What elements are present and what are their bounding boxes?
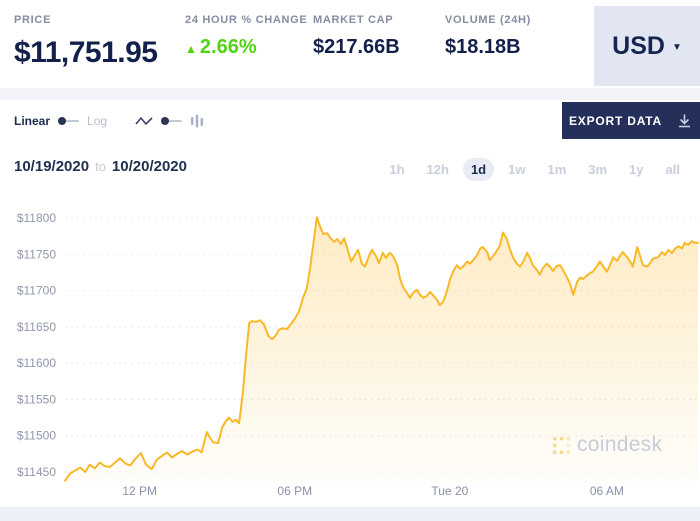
volume-label: VOLUME (24H) [445, 14, 532, 26]
up-triangle-icon: ▲ [185, 42, 197, 56]
candlestick-chart-icon[interactable] [190, 113, 204, 129]
svg-text:$11600: $11600 [17, 356, 56, 370]
range-presets: 1h 12h 1d 1w 1m 3m 1y all [381, 158, 688, 181]
stat-24h-change: 24 HOUR % CHANGE ▲ 2.66% [185, 14, 307, 59]
coindesk-logo-icon [553, 436, 570, 454]
export-data-button[interactable]: EXPORT DATA [562, 102, 700, 139]
preset-1y[interactable]: 1y [629, 162, 644, 177]
svg-text:$11550: $11550 [17, 392, 56, 406]
svg-text:06 PM: 06 PM [277, 484, 312, 498]
stat-volume: VOLUME (24H) $18.18B [445, 14, 531, 59]
svg-text:$11700: $11700 [17, 284, 56, 298]
line-chart-icon[interactable] [135, 115, 153, 127]
price-chart-svg[interactable]: $11450 $11500 $11550 $11600 $11650 $11700 $117… [0, 195, 700, 507]
chevron-down-icon: ▼ [671, 42, 682, 53]
svg-text:$11450: $11450 [17, 465, 56, 479]
svg-text:12 PM: 12 PM [122, 484, 157, 498]
scale-log-label[interactable]: Log [87, 114, 108, 128]
svg-text:Tue 20: Tue 20 [431, 484, 468, 498]
header-divider [0, 88, 700, 100]
coindesk-watermark: coindesk [553, 433, 662, 457]
currency-value: USD [612, 31, 665, 60]
preset-3m[interactable]: 3m [588, 162, 608, 177]
preset-1w[interactable]: 1w [508, 162, 526, 177]
svg-text:$11500: $11500 [17, 429, 56, 443]
preset-all[interactable]: all [665, 162, 680, 177]
stat-market-cap: MARKET CAP $217.66B [313, 14, 400, 59]
download-icon [679, 114, 691, 127]
currency-selector[interactable]: USD ▼ [594, 6, 700, 86]
date-range-separator: to [95, 159, 106, 174]
bottom-strip [0, 507, 700, 521]
market-cap-label: MARKET CAP [313, 14, 394, 26]
preset-1m[interactable]: 1m [547, 162, 567, 177]
volume-value: $18.18B [445, 36, 521, 58]
svg-text:$11800: $11800 [17, 211, 56, 225]
price-chart[interactable]: $11450 $11500 $11550 $11600 $11650 $11700 $117… [0, 195, 700, 507]
svg-text:06 AM: 06 AM [590, 484, 624, 498]
svg-text:$11750: $11750 [17, 247, 56, 261]
coindesk-watermark-text: coindesk [577, 433, 663, 456]
date-range: 10/19/2020 to 10/20/2020 [14, 158, 187, 175]
change-value: ▲ 2.66% [185, 36, 307, 59]
price-value: $11,751.95 [14, 36, 158, 69]
preset-12h[interactable]: 12h [426, 162, 449, 177]
chart-type-toggle-switch[interactable] [161, 116, 183, 126]
export-data-label: EXPORT DATA [568, 113, 663, 128]
market-cap-value: $217.66B [313, 36, 400, 58]
preset-1d[interactable]: 1d [462, 158, 495, 181]
chart-toolbar: Linear Log [14, 113, 204, 129]
price-label: PRICE [14, 14, 52, 26]
change-label: 24 HOUR % CHANGE [185, 14, 308, 26]
date-from[interactable]: 10/19/2020 [14, 158, 90, 175]
stat-price: PRICE $11,751.95 [14, 14, 158, 70]
scale-linear-label[interactable]: Linear [14, 114, 51, 128]
scale-toggle-switch[interactable] [58, 116, 80, 126]
change-percent: 2.66% [199, 36, 257, 58]
preset-1h[interactable]: 1h [389, 162, 405, 177]
date-to[interactable]: 10/20/2020 [111, 158, 187, 175]
svg-text:$11650: $11650 [17, 320, 56, 334]
